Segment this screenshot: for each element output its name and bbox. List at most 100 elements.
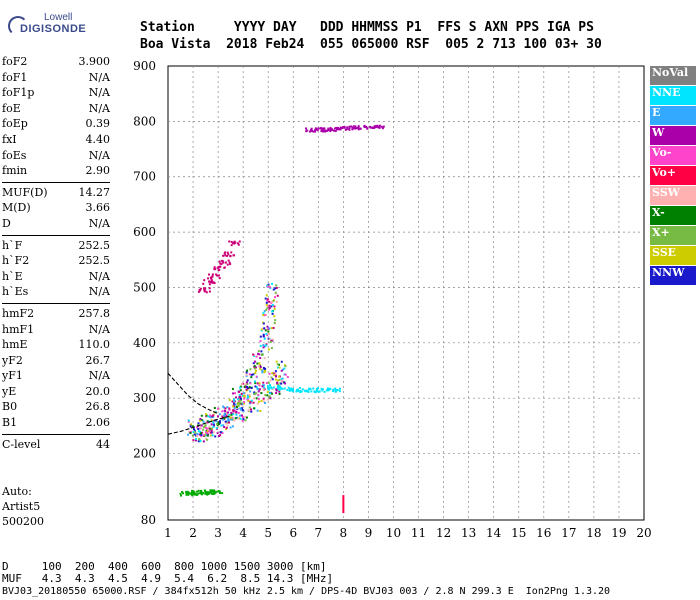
footer-file-info: BVJ03_20180550 65000.RSF / 384fx512h 50 … xyxy=(2,586,611,597)
echo-point xyxy=(218,268,221,271)
param-row: B1 2.06 xyxy=(2,416,110,432)
echo-point xyxy=(181,490,184,493)
echo-point xyxy=(266,398,269,401)
echo-point xyxy=(185,492,188,495)
echo-point xyxy=(253,365,256,368)
echo-point xyxy=(192,490,195,493)
echo-point xyxy=(275,300,278,303)
echo-point xyxy=(240,383,243,386)
echo-point xyxy=(223,412,226,415)
echo-point xyxy=(295,390,298,393)
plot-frame xyxy=(167,65,645,521)
echo-point xyxy=(274,372,277,375)
echo-point xyxy=(232,405,235,408)
echo-point xyxy=(268,327,271,330)
echo-point xyxy=(338,128,341,131)
param-row: yF1 N/A xyxy=(2,369,110,385)
echo-point xyxy=(281,379,284,382)
echo-point xyxy=(269,340,272,343)
param-key: foF1 xyxy=(2,70,28,84)
echo-point xyxy=(245,388,248,391)
echo-point xyxy=(270,376,273,379)
echo-point xyxy=(266,285,269,288)
echo-point xyxy=(353,125,356,128)
echo-point xyxy=(230,416,233,419)
echo-point xyxy=(252,401,255,404)
echo-point xyxy=(228,240,231,243)
echo-point xyxy=(228,408,231,411)
param-value: N/A xyxy=(88,216,110,230)
echo-point xyxy=(267,386,270,389)
echo-point xyxy=(341,126,344,129)
echo-point xyxy=(217,426,220,429)
echo-point xyxy=(336,389,339,392)
echo-point xyxy=(185,493,188,496)
echo-point xyxy=(234,392,237,395)
echo-point xyxy=(228,414,231,417)
echo-point xyxy=(263,310,266,313)
echo-point xyxy=(263,371,266,374)
echo-point xyxy=(307,391,310,394)
echo-point xyxy=(260,353,263,356)
echo-point xyxy=(206,493,209,496)
echo-point xyxy=(257,397,260,400)
echo-point xyxy=(241,402,244,405)
echo-point xyxy=(199,287,202,290)
echo-point xyxy=(346,127,349,130)
echo-point xyxy=(227,420,230,423)
echo-point xyxy=(276,385,279,388)
echo-point xyxy=(269,286,272,289)
echo-point xyxy=(268,338,271,341)
y-tick-label: 500 xyxy=(133,280,156,294)
echo-point xyxy=(278,392,281,395)
echo-point xyxy=(238,240,241,243)
echo-point xyxy=(205,413,208,416)
echo-point xyxy=(204,424,207,427)
echo-point xyxy=(226,412,229,415)
echo-point xyxy=(278,385,281,388)
echo-point xyxy=(203,489,206,492)
echo-point xyxy=(222,405,225,408)
echo-point xyxy=(276,382,279,385)
echo-point xyxy=(256,402,259,405)
echo-point xyxy=(210,280,213,283)
echo-point xyxy=(195,490,198,493)
echo-point xyxy=(199,432,202,435)
echo-point xyxy=(275,389,278,392)
echo-point xyxy=(277,366,280,369)
echo-point xyxy=(211,431,214,434)
echo-point xyxy=(256,388,259,391)
echo-point xyxy=(219,434,222,437)
echo-point xyxy=(258,353,261,356)
echo-point xyxy=(209,414,212,417)
echo-point xyxy=(256,352,259,355)
footer-muf-row: MUF 4.3 4.3 4.5 4.9 5.4 6.2 8.5 14.3 [MH… xyxy=(2,572,334,585)
echo-point xyxy=(267,385,270,388)
echo-point xyxy=(278,390,281,393)
echo-point xyxy=(191,489,194,492)
echo-point xyxy=(277,387,280,390)
echo-point xyxy=(288,388,291,391)
echo-point xyxy=(327,127,330,130)
echo-point xyxy=(258,382,261,385)
echo-point xyxy=(228,419,231,422)
echo-point xyxy=(202,440,205,443)
echo-point xyxy=(243,395,246,398)
echo-point xyxy=(243,401,246,404)
echo-point xyxy=(229,263,232,266)
x-tick-label: 5 xyxy=(264,526,272,540)
param-row: hmF1 N/A xyxy=(2,323,110,339)
echo-point xyxy=(275,286,278,289)
echo-point xyxy=(276,388,279,391)
echo-point xyxy=(267,283,270,286)
echo-point xyxy=(243,385,246,388)
echo-point xyxy=(240,395,243,398)
legend-item-ssw: SSW xyxy=(650,185,696,206)
echo-point xyxy=(250,408,253,411)
echo-point xyxy=(276,294,279,297)
echo-point xyxy=(297,388,300,391)
echo-point xyxy=(200,424,203,427)
legend-item-x-: X+ xyxy=(650,225,696,246)
echo-point xyxy=(243,402,246,405)
echo-point xyxy=(192,428,195,431)
